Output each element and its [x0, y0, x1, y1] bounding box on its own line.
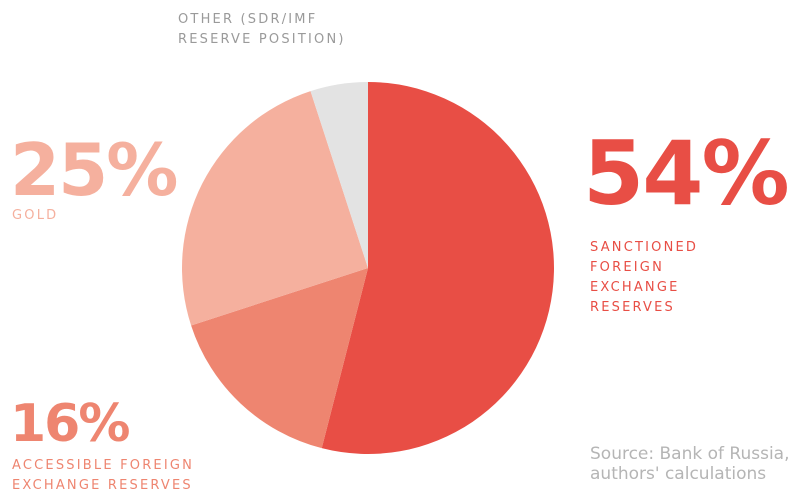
- category-label: OTHER (SDR/IMF RESERVE POSITION): [178, 12, 346, 47]
- pie-slice: [321, 82, 554, 455]
- pie-slice: [191, 268, 368, 449]
- category-label: SANCTIONED FOREIGN EXCHANGE RESERVES: [590, 240, 699, 315]
- source-note: Source: Bank of Russia, authors' calcula…: [590, 444, 790, 484]
- value-label: 54%: [583, 122, 790, 225]
- pie-slice: [310, 82, 368, 268]
- category-label: GOLD: [12, 208, 59, 223]
- value-label: 16%: [10, 394, 130, 454]
- value-label: 25%: [10, 128, 178, 212]
- category-label: ACCESSIBLE FOREIGN EXCHANGE RESERVES: [12, 458, 195, 493]
- pie-slice: [182, 91, 368, 326]
